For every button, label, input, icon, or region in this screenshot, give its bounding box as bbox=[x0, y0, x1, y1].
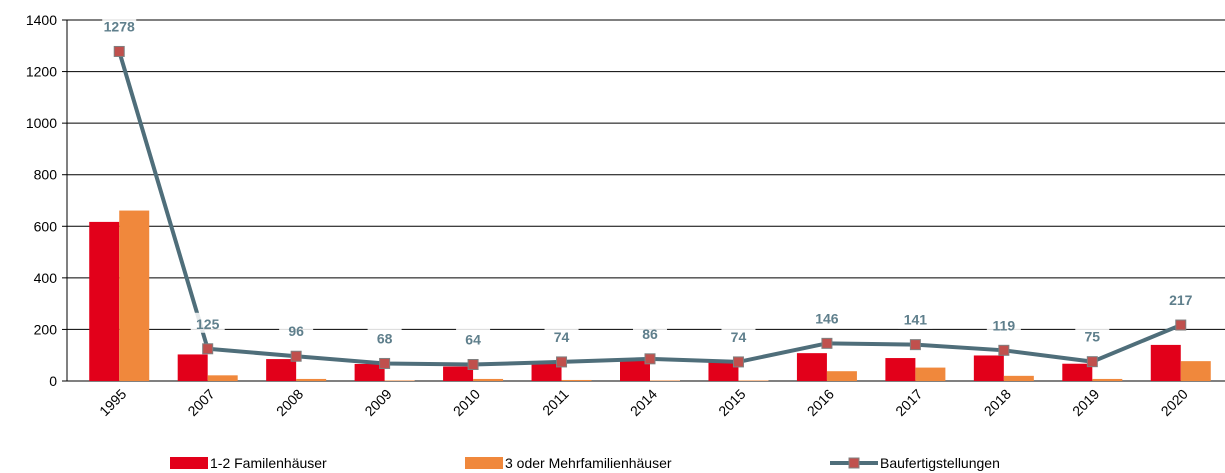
label-bg bbox=[279, 320, 314, 341]
data-label: 74 bbox=[554, 329, 570, 345]
y-tick-label: 600 bbox=[34, 218, 58, 234]
bar bbox=[561, 379, 592, 381]
data-label: 119 bbox=[993, 317, 1016, 333]
y-tick-label: 1400 bbox=[26, 12, 57, 28]
data-label: 74 bbox=[731, 329, 747, 345]
legend-label: 3 oder Mehrfamilienhäuser bbox=[505, 455, 672, 471]
data-label: 64 bbox=[465, 331, 481, 347]
x-tick-label: 2011 bbox=[539, 386, 572, 419]
data-label: 146 bbox=[815, 310, 839, 326]
legend-swatch bbox=[170, 457, 208, 469]
label-bg bbox=[190, 312, 225, 333]
data-label: 86 bbox=[642, 326, 658, 342]
bar bbox=[119, 210, 150, 381]
bar bbox=[1150, 344, 1181, 381]
x-tick-label: 2019 bbox=[1069, 386, 1102, 419]
bar bbox=[973, 355, 1004, 381]
x-tick-label: 2018 bbox=[981, 386, 1014, 419]
marker bbox=[821, 337, 833, 349]
marker bbox=[1086, 356, 1098, 368]
label-bg bbox=[102, 15, 137, 36]
label-bg bbox=[721, 325, 756, 346]
bar bbox=[738, 380, 769, 381]
x-tick-label: 2007 bbox=[184, 386, 217, 419]
y-tick-label: 0 bbox=[49, 373, 57, 389]
bar bbox=[1062, 363, 1093, 381]
x-tick-label: 1995 bbox=[96, 386, 129, 419]
marker bbox=[909, 339, 921, 351]
label-bg bbox=[633, 322, 667, 343]
line bbox=[117, 50, 1182, 367]
y-tick-label: 200 bbox=[34, 321, 58, 337]
y-tick-label: 800 bbox=[34, 167, 58, 183]
label-bg bbox=[986, 314, 1021, 335]
legend-swatch bbox=[465, 457, 503, 469]
bar bbox=[89, 221, 120, 381]
legend-label: 1-2 Familenhäuser bbox=[210, 455, 327, 471]
bar bbox=[796, 353, 827, 381]
y-tick-label: 1200 bbox=[26, 64, 57, 80]
label-bg bbox=[456, 328, 491, 349]
bar bbox=[384, 380, 415, 381]
label-bg bbox=[544, 325, 579, 346]
label-bg bbox=[1075, 325, 1110, 346]
data-label: 68 bbox=[377, 330, 393, 346]
bar bbox=[266, 359, 297, 381]
bar bbox=[354, 363, 385, 381]
marker bbox=[290, 350, 302, 362]
x-tick-label: 2009 bbox=[361, 386, 394, 419]
y-tick-label: 1000 bbox=[26, 115, 57, 131]
bar bbox=[650, 380, 680, 381]
legend-label: Baufertigstellungen bbox=[880, 455, 1000, 471]
label-bg bbox=[367, 327, 402, 348]
marker bbox=[644, 353, 656, 365]
bar bbox=[531, 362, 562, 381]
bar bbox=[177, 354, 208, 381]
marker bbox=[379, 357, 391, 369]
marker bbox=[998, 344, 1010, 356]
data-label: 141 bbox=[904, 312, 928, 328]
bar bbox=[1180, 361, 1211, 381]
bar bbox=[296, 378, 327, 381]
label-bg bbox=[898, 308, 933, 329]
bar bbox=[885, 358, 916, 381]
x-tick-label: 2016 bbox=[804, 386, 837, 419]
marker bbox=[113, 45, 125, 57]
bar bbox=[620, 359, 650, 381]
bar bbox=[1003, 375, 1034, 381]
x-tick-label: 2010 bbox=[450, 386, 483, 419]
marker bbox=[202, 343, 214, 355]
data-label: 125 bbox=[196, 316, 220, 332]
marker bbox=[467, 358, 479, 370]
data-label: 75 bbox=[1085, 329, 1101, 345]
data-label: 1278 bbox=[104, 18, 135, 34]
marker bbox=[1175, 319, 1187, 331]
bar bbox=[826, 371, 857, 381]
bar bbox=[443, 366, 474, 381]
label-bg bbox=[1163, 289, 1198, 310]
x-tick-label: 2014 bbox=[627, 386, 660, 419]
data-label: 217 bbox=[1169, 292, 1193, 308]
label-bg bbox=[809, 307, 844, 328]
y-tick-label: 400 bbox=[34, 270, 58, 286]
x-tick-label: 2017 bbox=[892, 386, 925, 419]
marker bbox=[732, 356, 744, 368]
marker bbox=[556, 356, 568, 368]
bar bbox=[915, 367, 946, 381]
x-tick-label: 2008 bbox=[273, 386, 306, 419]
x-tick-label: 2020 bbox=[1158, 386, 1191, 419]
bar bbox=[1092, 378, 1123, 381]
bar bbox=[708, 362, 739, 381]
legend-swatch bbox=[848, 457, 860, 469]
data-label: 96 bbox=[288, 323, 304, 339]
bar bbox=[207, 375, 238, 381]
bar bbox=[473, 378, 504, 381]
x-tick-label: 2015 bbox=[715, 386, 748, 419]
